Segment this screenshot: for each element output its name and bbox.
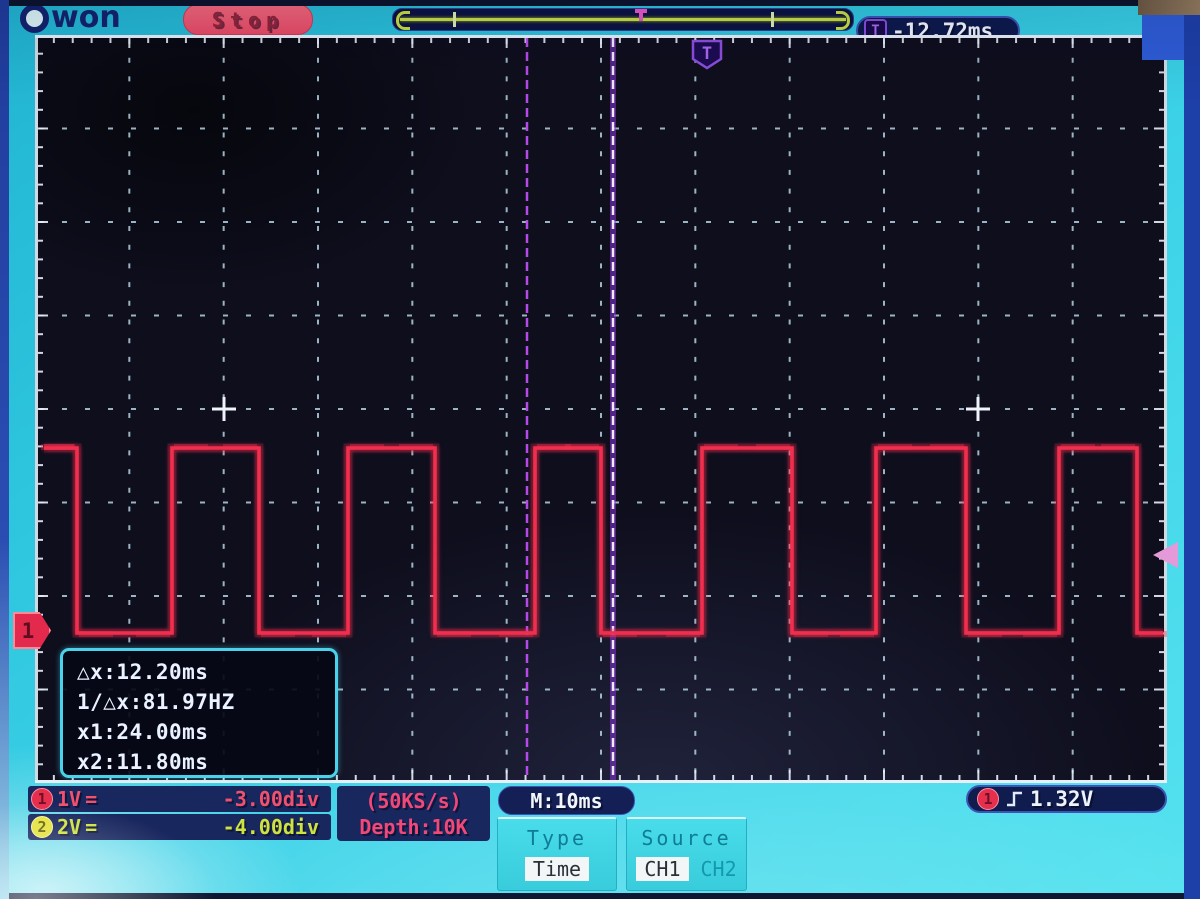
menu-type-selected[interactable]: Time <box>524 857 590 881</box>
waveform-display-area: T <box>35 35 1167 783</box>
cursor-x2: x2:11.80ms <box>77 750 209 774</box>
horizontal-record-position-bar[interactable] <box>392 8 854 31</box>
menu-type[interactable]: Type Time <box>497 817 617 891</box>
window-end-tick <box>771 12 774 27</box>
brand-o-icon <box>20 3 49 33</box>
frame-bottom <box>0 893 1200 899</box>
frame-left <box>0 0 9 899</box>
cursor-x1: x1:24.00ms <box>77 720 209 744</box>
photo-background-corner <box>1138 0 1200 15</box>
trigger-level-value: 1.32V <box>1030 787 1094 811</box>
ch2-status-row: 2 2V = -4.00div <box>28 814 331 840</box>
ch2-scale: 2V <box>57 815 82 839</box>
menu-type-label: Type <box>526 826 588 850</box>
ch2-coupling-icon: = <box>85 815 98 839</box>
acquisition-status-badge: Stop <box>183 4 313 35</box>
cursor-frequency: 1/△x:81.97HZ <box>77 690 235 714</box>
menu-source-option-ch2[interactable]: CH2 <box>700 857 737 881</box>
record-left-bracket-icon <box>396 11 410 30</box>
trigger-level-readout: 1 1.32V <box>966 785 1167 813</box>
rising-edge-icon <box>1007 791 1022 807</box>
cursor-measurement-panel: △x:12.20ms 1/△x:81.97HZ x1:24.00ms x2:11… <box>60 648 338 778</box>
acquisition-info-box: (50KS/s) Depth:10K <box>337 786 490 841</box>
timebase-readout: M:10ms <box>498 786 635 815</box>
ch2-position-value: -4.00div <box>222 815 319 839</box>
brand-logo: won <box>20 2 121 34</box>
memory-depth: Depth:10K <box>359 814 468 839</box>
record-right-bracket-icon <box>836 11 850 30</box>
trigger-level-arrow-icon[interactable] <box>1153 542 1178 568</box>
frame-top <box>0 0 1200 6</box>
frame-right <box>1184 0 1200 899</box>
menu-source-label: Source <box>641 826 732 850</box>
ch1-coupling-icon: = <box>85 787 98 811</box>
ch1-status-row: 1 1V = -3.00div <box>28 786 331 812</box>
svg-text:T: T <box>702 44 712 64</box>
waveform-canvas: T <box>35 35 1167 783</box>
ch1-badge-icon: 1 <box>31 788 53 810</box>
ch2-badge-icon: 2 <box>31 816 53 838</box>
window-start-tick <box>453 12 456 27</box>
menu-source[interactable]: Source CH1 CH2 <box>626 817 747 891</box>
ch1-position-value: -3.00div <box>222 787 319 811</box>
record-span-line <box>400 18 846 21</box>
ch1-scale: 1V <box>57 787 82 811</box>
brand-text: won <box>51 0 121 35</box>
ch1-waveform-trace <box>44 446 1163 635</box>
sample-rate: (50KS/s) <box>365 788 462 813</box>
cursor-delta-x: △x:12.20ms <box>77 660 209 684</box>
trigger-channel-badge-icon: 1 <box>977 788 999 810</box>
menu-source-option-ch1[interactable]: CH1 <box>636 857 689 881</box>
trigger-position-pointer-icon[interactable] <box>635 9 647 22</box>
trigger-position-badge-icon[interactable] <box>691 39 723 70</box>
